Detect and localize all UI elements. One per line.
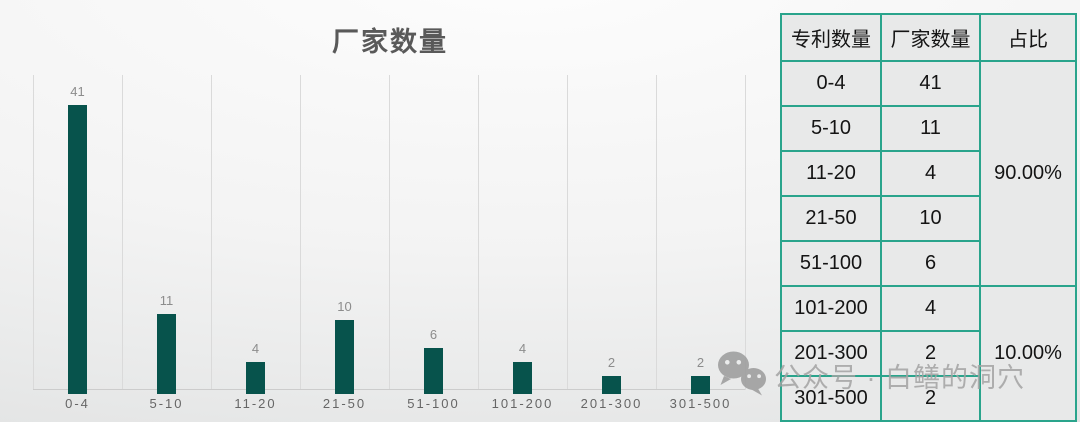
bar-value-label: 2 (696, 355, 705, 370)
cell-proportion: 90.00% (979, 60, 1077, 287)
header-proportion: 占比 (979, 13, 1077, 62)
cell-count: 4 (880, 285, 981, 332)
cell-count: 11 (880, 105, 981, 152)
bar-chart: 厂家数量 41 11 4 10 6 4 2 2 0-4 5-10 11-20 21-50 51-100… (33, 27, 746, 414)
bar-value-label: 2 (607, 355, 616, 370)
bar-value-label: 11 (159, 293, 174, 308)
cell-range: 21-50 (780, 195, 882, 242)
gridline (389, 75, 390, 390)
plot-area: 41 11 4 10 6 4 2 2 (33, 75, 746, 394)
table-header-row: 专利数量 厂家数量 占比 (780, 13, 1077, 62)
x-tick-label: 201-300 (580, 396, 643, 411)
x-axis-line (33, 389, 745, 390)
gridline (478, 75, 479, 390)
bar-0-4 (68, 105, 87, 394)
cell-count: 41 (880, 60, 981, 107)
bar-value-label: 6 (429, 327, 438, 342)
gridline (567, 75, 568, 390)
cell-range: 11-20 (780, 150, 882, 197)
gridline (656, 75, 657, 390)
patent-distribution-table: 专利数量 厂家数量 占比 0-4 41 90.00% 5-10 11 11-20… (780, 13, 1077, 422)
bar-value-label: 4 (518, 341, 527, 356)
gridline (300, 75, 301, 390)
x-tick-label: 101-200 (491, 396, 554, 411)
cell-proportion: 10.00% (979, 285, 1077, 422)
gridline (122, 75, 123, 390)
cell-count: 10 (880, 195, 981, 242)
bar-value-label: 4 (251, 341, 260, 356)
bar-5-10 (157, 314, 176, 394)
cell-range: 5-10 (780, 105, 882, 152)
table-row: 201-300 2 (780, 330, 1076, 377)
table-row: 21-50 10 (780, 195, 1076, 242)
x-tick-label: 51-100 (407, 396, 460, 411)
gridline (745, 75, 746, 390)
bar-11-20 (246, 362, 265, 394)
table-row: 11-20 4 (780, 150, 1076, 197)
bar-51-100 (424, 348, 443, 394)
bar-value-label: 10 (337, 299, 352, 314)
table-row: 51-100 6 (780, 240, 1076, 287)
header-manufacturer-count: 厂家数量 (880, 13, 981, 62)
table-row: 5-10 11 (780, 105, 1076, 152)
bar-101-200 (513, 362, 532, 394)
cell-range: 51-100 (780, 240, 882, 287)
bar-21-50 (335, 320, 354, 394)
cell-count: 2 (880, 375, 981, 422)
gridline (33, 75, 34, 390)
cell-range: 301-500 (780, 375, 882, 422)
chart-title: 厂家数量 (332, 27, 448, 57)
x-axis-labels: 0-4 5-10 11-20 21-50 51-100 101-200 201-300 301… (33, 396, 745, 414)
table-row: 301-500 2 (780, 375, 1076, 422)
cell-count: 2 (880, 330, 981, 377)
x-tick-label: 21-50 (322, 396, 367, 411)
header-patent-count: 专利数量 (780, 13, 882, 62)
bar-201-300 (602, 376, 621, 394)
cell-count: 6 (880, 240, 981, 287)
x-tick-label: 11-20 (234, 396, 277, 411)
x-tick-label: 301-500 (669, 396, 732, 411)
table-row: 0-4 41 90.00% (780, 60, 1077, 287)
cell-range: 201-300 (780, 330, 882, 377)
bar-301-500 (691, 376, 710, 394)
bar-value-label: 41 (70, 84, 85, 99)
x-tick-label: 0-4 (65, 396, 90, 411)
table-row: 101-200 4 10.00% (780, 285, 1077, 422)
cell-count: 4 (880, 150, 981, 197)
gridline (211, 75, 212, 390)
x-tick-label: 5-10 (149, 396, 184, 411)
cell-range: 0-4 (780, 60, 882, 107)
cell-range: 101-200 (780, 285, 882, 332)
